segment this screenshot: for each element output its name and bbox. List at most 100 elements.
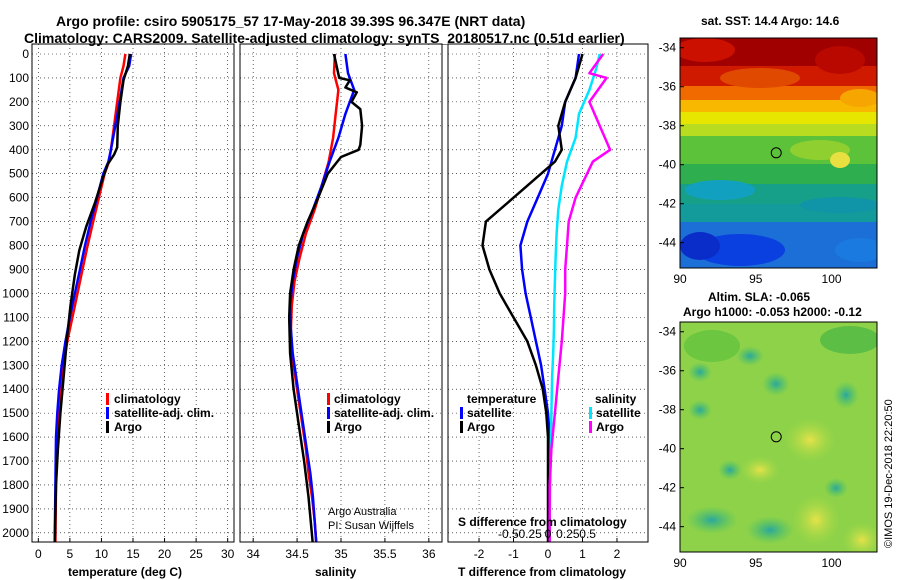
depth-tick-label: 1000 [2, 286, 29, 300]
series-line-t-argo [481, 53, 584, 542]
series-line-t-satellite [519, 53, 581, 542]
lat-tick-label: -38 [659, 403, 677, 417]
legend-argo: Argo [114, 420, 142, 434]
argo-position-marker [770, 431, 782, 443]
x-tick-label: 15 [126, 547, 140, 561]
series-line-satellite-adj-clim- [53, 53, 133, 542]
sst-map-title: sat. SST: 14.4 Argo: 14.6 [701, 14, 840, 28]
depth-tick-label: 1900 [2, 502, 29, 516]
legend-climatology: climatology [114, 392, 181, 406]
x-tick-label: -1 [508, 547, 519, 561]
lat-tick-label: -34 [659, 325, 677, 339]
series-line-s-argo [548, 53, 612, 542]
lon-tick-label: 90 [673, 556, 687, 570]
sst-map-frame [679, 37, 878, 269]
x-tick-label: 25 [189, 547, 203, 561]
x-tick-label: 5 [67, 547, 74, 561]
lat-tick-label: -34 [659, 41, 677, 55]
sla-map-ticks: 90 95 100 -34 -36 -38 -40 -42 -44 [659, 325, 842, 570]
depth-tick-label: 1400 [2, 382, 29, 396]
lat-tick-label: -36 [659, 364, 677, 378]
x-tick-label: 0 [35, 547, 42, 561]
s-diff-tick-label: -0.5 [498, 527, 519, 541]
salinity-legend: climatology satellite-adj. clim. Argo Ar… [327, 392, 434, 532]
series-group [287, 53, 364, 542]
depth-tick-label: 1800 [2, 478, 29, 492]
lat-tick-label: -42 [659, 481, 677, 495]
x-tick-label: 10 [95, 547, 109, 561]
depth-tick-label: 1600 [2, 430, 29, 444]
s-diff-tick-label: -0.25 [514, 527, 542, 541]
lon-tick-label: 90 [673, 272, 687, 286]
s-difference-axis-label: S difference from climatology [458, 515, 627, 529]
x-tick-label: 35 [334, 547, 348, 561]
lat-tick-label: -38 [659, 119, 677, 133]
series-line-climatology [54, 53, 127, 542]
depth-tick-label: 1100 [3, 310, 29, 324]
series-line-climatology [289, 53, 340, 542]
legend-satellite: satellite-adj. clim. [114, 406, 214, 420]
argo-position-marker [770, 147, 782, 159]
title-line-1: Argo profile: csiro 5905175_57 17-May-20… [56, 13, 525, 29]
temperature-axis-label: temperature (deg C) [68, 565, 182, 579]
legend-climatology: climatology [334, 392, 401, 406]
lon-tick-label: 95 [749, 556, 763, 570]
legend-swatch-argo [327, 421, 330, 433]
title-line-2: Climatology: CARS2009. Satellite-adjuste… [24, 30, 625, 46]
legend-swatch-s-satellite [589, 407, 592, 419]
depth-tick-label: 1300 [2, 358, 29, 372]
legend-s-argo: Argo [596, 420, 624, 434]
sla-map-subtitle: Argo h1000: -0.053 h2000: -0.12 [683, 305, 862, 319]
x-tick-label: 2 [614, 547, 621, 561]
series-line-argo [53, 53, 132, 542]
depth-tick-labels: 0 100 200 300 400 500 600 700 800 900 1000 1100 1200… [2, 47, 29, 540]
lat-tick-label: -40 [659, 158, 677, 172]
series-group [481, 53, 612, 542]
x-tick-label: 20 [158, 547, 172, 561]
temperature-panel: 0 5 10 15 20 25 30 [31, 43, 235, 561]
depth-tick-label: 1700 [2, 454, 29, 468]
x-tick-label: -2 [474, 547, 485, 561]
depth-tick-label: 800 [9, 239, 29, 253]
sla-map-frame [679, 321, 878, 553]
lat-tick-label: -36 [659, 80, 677, 94]
series-line-satellite-adj-clim- [288, 53, 356, 542]
depth-tick-label: 1200 [2, 334, 29, 348]
legend-swatch-t-satellite [460, 407, 463, 419]
lat-tick-label: -44 [659, 236, 677, 250]
x-tick-label: 36 [422, 547, 436, 561]
salinity-panel: 34 34.5 35 35.5 36 [239, 43, 443, 561]
x-tick-label: 34 [246, 547, 260, 561]
lat-tick-label: -40 [659, 442, 677, 456]
depth-tick-label: 900 [9, 262, 29, 276]
legend-argo: Argo [334, 420, 362, 434]
depth-tick-label: 1500 [2, 406, 29, 420]
series-line-s-satellite [548, 53, 601, 542]
depth-tick-label: 500 [9, 167, 29, 181]
x-tick-label: 1 [579, 547, 586, 561]
imos-watermark: ©IMOS 19-Dec-2018 22:20:50 [883, 399, 895, 548]
lon-tick-label: 95 [749, 272, 763, 286]
x-tick-label: 0 [545, 547, 552, 561]
depth-tick-label: 400 [9, 143, 29, 157]
legend-swatch-climatology [327, 393, 330, 405]
s-diff-tick-label: 0.5 [579, 527, 596, 541]
legend-swatch-t-argo [460, 421, 463, 433]
lon-tick-label: 100 [822, 272, 842, 286]
s-diff-tick-label: 0 [545, 527, 552, 541]
temperature-legend: climatology satellite-adj. clim. Argo [106, 392, 214, 434]
salinity-axis-label: salinity [315, 565, 357, 579]
credit-argo-australia: Argo Australia [328, 506, 397, 518]
x-tick-label: 35.5 [373, 547, 397, 561]
depth-tick-label: 700 [9, 215, 29, 229]
legend-s-satellite: satellite [596, 406, 641, 420]
legend-swatch-satellite [106, 407, 109, 419]
x-tick-label: 30 [221, 547, 235, 561]
series-line-argo [287, 53, 364, 542]
legend-salinity-header: salinity [595, 392, 637, 406]
difference-legend: temperature satellite Argo salinity sate… [460, 392, 641, 434]
legend-temperature-header: temperature [467, 392, 537, 406]
legend-swatch-s-argo [589, 421, 592, 433]
difference-panel: -2 -1 0 1 2 -0.5-0.25 0 0.25 0.5 [447, 43, 649, 561]
